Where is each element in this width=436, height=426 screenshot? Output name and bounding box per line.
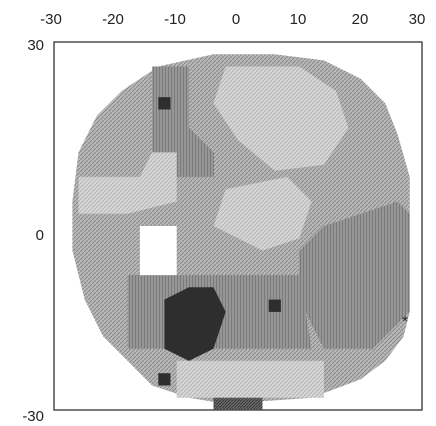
region-spot-upper-left bbox=[158, 97, 171, 110]
asterisk-marker: * bbox=[402, 313, 408, 330]
region-spot-lower-left bbox=[158, 373, 171, 386]
region-left-light bbox=[78, 152, 177, 214]
x-tick-label: 20 bbox=[352, 11, 369, 28]
y-tick-label: -30 bbox=[22, 408, 44, 425]
region-right-medium bbox=[299, 201, 410, 349]
region-spot-lower-right bbox=[268, 299, 281, 312]
x-axis: -30 -20 -10 0 10 20 30 bbox=[40, 11, 425, 28]
region-dense-lower-left bbox=[164, 287, 226, 361]
y-axis: 30 0 -30 bbox=[22, 37, 44, 425]
x-tick-label: -10 bbox=[164, 11, 186, 28]
region-upper-center-light bbox=[213, 66, 349, 171]
y-tick-label: 30 bbox=[27, 37, 44, 54]
y-tick-label: 0 bbox=[36, 227, 44, 244]
x-tick-label: -20 bbox=[102, 11, 124, 28]
x-tick-label: 10 bbox=[290, 11, 307, 28]
x-tick-label: 0 bbox=[232, 11, 240, 28]
region-dark-bottom-strip bbox=[213, 397, 263, 410]
region-center-light bbox=[213, 176, 312, 251]
x-tick-label: -30 bbox=[40, 11, 62, 28]
region-bottom-light bbox=[176, 360, 324, 398]
x-tick-label: 30 bbox=[409, 11, 426, 28]
region-upper-left-band bbox=[152, 66, 214, 177]
shaded-regions bbox=[72, 54, 410, 410]
region-blind-spot bbox=[139, 226, 177, 276]
